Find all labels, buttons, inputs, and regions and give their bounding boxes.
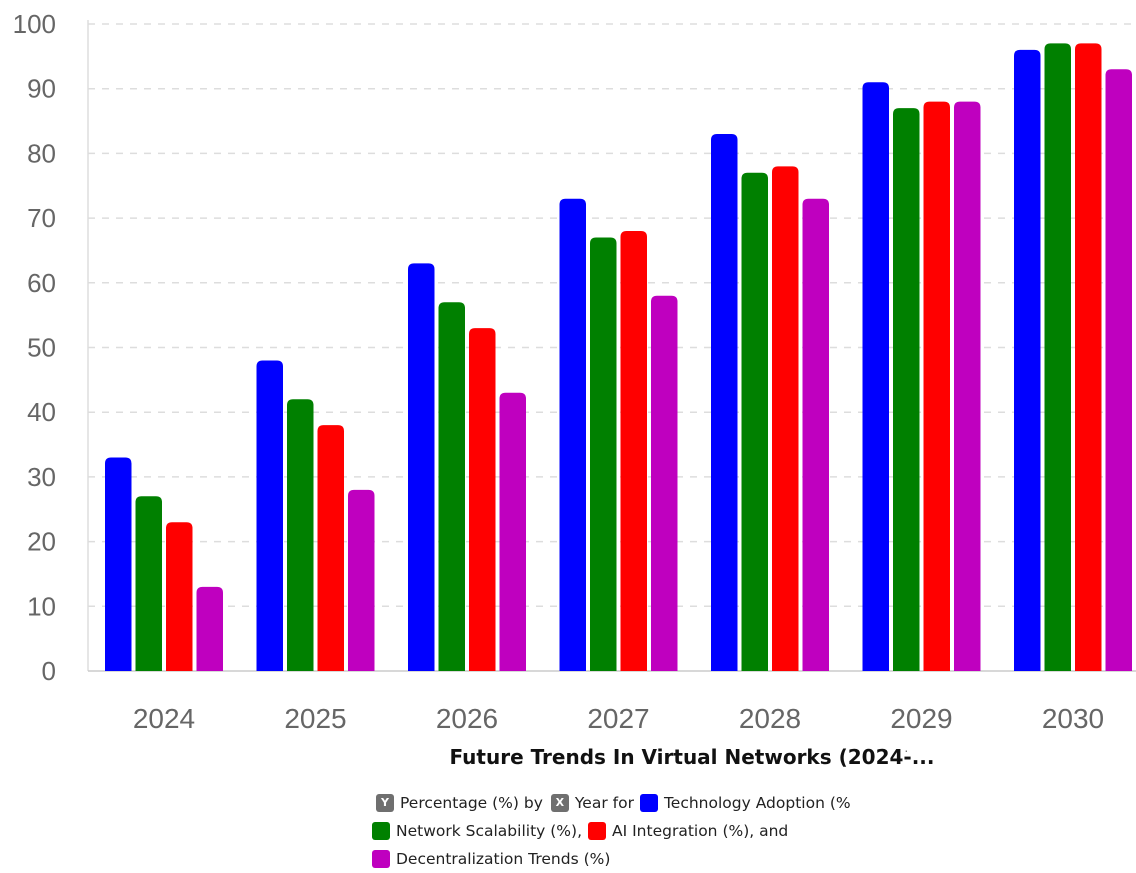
bar[interactable] bbox=[348, 489, 375, 671]
bar[interactable] bbox=[256, 360, 284, 671]
legend-swatch-technology-adoption bbox=[639, 794, 658, 812]
bar[interactable] bbox=[590, 237, 617, 671]
bars bbox=[105, 43, 1133, 672]
title-mark: · bbox=[904, 742, 909, 758]
x-axis-badge: X bbox=[550, 794, 569, 812]
legend-label-ai-integration: AI Integration (%), and bbox=[612, 822, 789, 840]
bar[interactable] bbox=[651, 295, 678, 671]
bar[interactable] bbox=[954, 101, 981, 671]
bar[interactable] bbox=[438, 302, 466, 671]
bar[interactable] bbox=[499, 392, 527, 671]
y-axis-badge: Y bbox=[376, 794, 394, 812]
bar[interactable] bbox=[1105, 69, 1133, 672]
y-tick-label: 70 bbox=[27, 203, 56, 233]
y-axis: 0 10 20 30 40 50 60 70 80 90 100 bbox=[13, 9, 1136, 686]
legend-swatch-ai-integration bbox=[588, 822, 606, 840]
y-tick-label: 30 bbox=[27, 462, 56, 492]
x-axis-description: Year for bbox=[574, 794, 634, 812]
legend-label-decentralization-trends: Decentralization Trends (%) bbox=[396, 850, 611, 868]
x-tick-label: 2028 bbox=[739, 703, 801, 734]
bar[interactable] bbox=[802, 198, 830, 671]
legend-swatch-network-scalability bbox=[372, 822, 390, 840]
bar[interactable] bbox=[559, 198, 587, 671]
legend-label-network-scalability: Network Scalability (%), bbox=[396, 822, 582, 840]
legend-label-technology-adoption: Technology Adoption (% bbox=[663, 794, 851, 812]
bar[interactable] bbox=[741, 172, 769, 671]
bar[interactable] bbox=[1014, 49, 1041, 671]
bar[interactable] bbox=[1044, 43, 1072, 672]
x-axis: 2024 2025 2026 2027 2028 2029 2030 bbox=[133, 703, 1104, 734]
bar[interactable] bbox=[287, 399, 314, 671]
chart-title-text: Future Trends In Virtual Networks (2024-… bbox=[449, 745, 935, 769]
bar[interactable] bbox=[135, 496, 163, 671]
y-tick-label: 80 bbox=[27, 138, 56, 168]
legend-swatch-decentralization-trends bbox=[372, 850, 390, 868]
bar[interactable] bbox=[408, 263, 435, 671]
y-tick-label: 40 bbox=[27, 397, 56, 427]
bar[interactable] bbox=[196, 586, 224, 671]
y-tick-label: 90 bbox=[27, 74, 56, 104]
caption-line-3: Decentralization Trends (%) bbox=[372, 845, 932, 873]
bar[interactable] bbox=[711, 133, 738, 672]
x-tick-label: 2025 bbox=[284, 703, 346, 734]
bar[interactable] bbox=[469, 328, 496, 671]
bar[interactable] bbox=[105, 457, 132, 671]
x-tick-label: 2027 bbox=[587, 703, 649, 734]
chart-caption: Y Percentage (%) by X Year for Technolog… bbox=[372, 789, 932, 873]
x-tick-label: 2030 bbox=[1042, 703, 1104, 734]
bar[interactable] bbox=[862, 82, 890, 672]
x-tick-label: 2024 bbox=[133, 703, 195, 734]
bar[interactable] bbox=[893, 108, 920, 672]
bar[interactable] bbox=[317, 425, 345, 671]
y-tick-label: 20 bbox=[27, 527, 56, 557]
y-axis-description: Percentage (%) by bbox=[400, 794, 543, 812]
y-tick-label: 50 bbox=[27, 333, 56, 363]
chart-title: Future Trends In Virtual Networks (2024-… bbox=[0, 745, 1136, 769]
caption-line-2: Network Scalability (%), AI Integration … bbox=[372, 817, 932, 845]
bar[interactable] bbox=[620, 231, 648, 672]
y-tick-label: 0 bbox=[42, 656, 56, 686]
caption-line-1: Y Percentage (%) by X Year for Technolog… bbox=[372, 789, 932, 817]
y-tick-label: 60 bbox=[27, 268, 56, 298]
x-tick-label: 2029 bbox=[890, 703, 952, 734]
bar[interactable] bbox=[166, 522, 193, 671]
y-tick-label: 100 bbox=[13, 9, 56, 39]
x-tick-label: 2026 bbox=[436, 703, 498, 734]
bar[interactable] bbox=[772, 166, 799, 671]
bar[interactable] bbox=[1075, 43, 1102, 672]
bar[interactable] bbox=[923, 101, 951, 671]
y-tick-label: 10 bbox=[27, 591, 56, 621]
